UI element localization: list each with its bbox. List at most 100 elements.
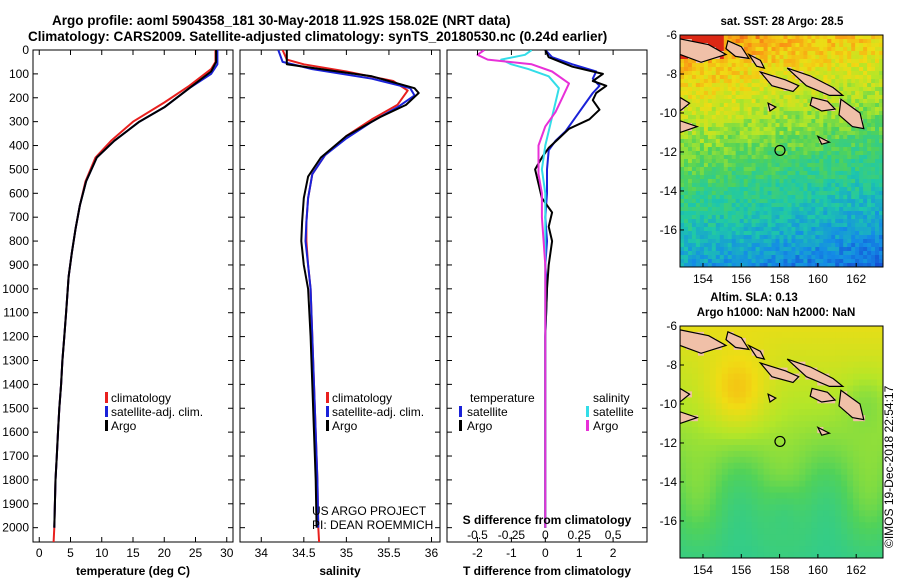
map-cell [787,47,793,52]
map-cell [871,127,876,132]
map-cell [759,215,765,220]
map-cell [735,87,741,92]
map-cell [781,540,789,547]
map-cell [739,119,745,124]
map-cell [859,516,866,523]
map-cell [841,337,848,345]
map-cell [745,456,753,464]
map-cell [867,35,872,40]
map-cell [817,367,824,375]
map-cell [819,235,824,240]
salinity-legend: climatology satellite-adj. clim. Argo [326,391,424,433]
map-cell [823,516,830,523]
map-cell [739,445,747,452]
map-cell [847,95,852,100]
map-cell [711,159,717,164]
map-cell [863,67,868,72]
map-cell [691,421,699,428]
map-cell [763,552,771,558]
map-cell [727,107,733,112]
map-cell [697,510,705,517]
map-cell [865,367,872,375]
map-cell [688,251,693,256]
map-cell [688,263,693,267]
map-cell [719,71,725,76]
map-cell [751,403,759,410]
map-cell [680,211,685,216]
map-cell [779,139,785,144]
map-cell [795,203,800,208]
map-cell [855,147,860,152]
map-cell [688,35,693,40]
map-cell [686,326,693,333]
map-cell [811,227,816,232]
map-cell [739,510,747,517]
map-cell [747,151,753,156]
map-cell [877,326,883,333]
map-cell [757,343,765,351]
map-cell [697,498,705,505]
map-cell [817,546,824,553]
map-cell [807,91,812,96]
map-cell [855,95,860,100]
map-cell [877,522,883,529]
map-cell [831,147,836,152]
map-cell [759,39,765,44]
map-cell [719,155,725,160]
map-cell [871,199,876,204]
map-cell [709,433,717,440]
map-cell [739,91,745,96]
pi-annotation: PI: DEAN ROEMMICH [312,518,433,532]
map-cell [723,251,729,256]
map-cell [723,103,729,108]
map-cell [863,55,868,60]
map-cell [819,191,824,196]
s-tick-label: -0.25 [498,528,526,542]
map-cell [843,263,848,267]
map-cell [783,155,789,160]
x-tick-label: -2 [472,546,483,560]
map-cell [855,195,860,200]
map-cell [779,63,785,68]
map-cell [843,199,848,204]
map-cell [719,47,725,52]
map-cell [847,203,852,208]
map-cell [799,107,804,112]
map-cell [759,103,765,108]
map-cell [739,534,747,541]
map-cell [879,67,883,72]
map-cell [863,35,868,40]
map-cell [719,135,725,140]
map-cell [787,235,793,240]
map-cell [703,179,709,184]
map-y-tick-label: -16 [660,223,678,237]
map-cell [847,131,852,136]
map-cell [867,155,872,160]
map-cell [745,486,753,494]
map-cell [759,43,765,48]
map-cell [775,231,781,236]
map-cell [691,251,697,256]
map-cell [680,159,685,164]
map-cell [879,43,883,48]
map-cell [715,379,723,386]
map-y-tick-label: -6 [666,319,677,333]
map-cell [787,546,795,553]
map-cell [839,67,844,72]
map-cell [847,175,852,180]
map-cell [875,107,880,112]
map-cell [727,87,733,92]
legend-label-satellite: satellite-adj. clim. [111,405,203,419]
map-cell [691,243,697,248]
map-cell [781,546,789,553]
map-cell [727,355,735,363]
map-cell [811,480,818,488]
map-cell [841,462,848,470]
map-cell [727,203,733,208]
map-cell [847,207,852,212]
map-cell [755,219,761,224]
coastline [725,330,751,351]
map-cell [691,379,699,386]
map-cell [721,480,729,488]
map-cell [757,445,765,452]
